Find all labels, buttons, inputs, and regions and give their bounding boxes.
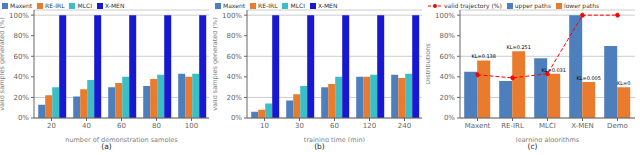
html-text:X-MEN: X-MEN [105, 2, 125, 9]
svg-text:X-MEN: X-MEN [571, 122, 594, 130]
svg-text:20%: 20% [439, 94, 455, 102]
html-text:MLCI: MLCI [77, 2, 92, 9]
svg-text:60%: 60% [439, 53, 455, 61]
svg-text:100: 100 [185, 122, 198, 130]
html-text:Maxent: Maxent [10, 2, 33, 9]
svg-text:Distributions: Distributions [426, 43, 432, 85]
svg-text:100%: 100% [222, 12, 242, 20]
html-text:Maxent: Maxent [223, 2, 246, 9]
svg-text:KL=0: KL=0 [617, 80, 630, 86]
svg-text:RE-IRL: RE-IRL [501, 122, 524, 130]
svg-text:240: 240 [398, 122, 411, 130]
html-text:X-MEN: X-MEN [318, 2, 338, 9]
svg-text:40%: 40% [13, 73, 29, 81]
html-text:(b): (b) [314, 142, 325, 151]
svg-text:valid samples generated (%): valid samples generated (%) [213, 17, 219, 111]
html-text:(c): (c) [527, 142, 538, 151]
svg-text:60%: 60% [13, 53, 29, 61]
svg-text:60: 60 [117, 122, 126, 130]
svg-text:20: 20 [47, 122, 56, 130]
svg-text:100%: 100% [435, 12, 455, 20]
svg-text:0%: 0% [18, 114, 29, 122]
svg-text:training time (min): training time (min) [304, 136, 365, 142]
svg-text:learning algorithms: learning algorithms [516, 136, 580, 142]
svg-text:Demo: Demo [607, 122, 628, 130]
svg-text:30: 30 [295, 122, 304, 130]
svg-text:KL=0.031: KL=0.031 [541, 67, 566, 73]
svg-text:0%: 0% [444, 114, 455, 122]
html-text:RE-IRL: RE-IRL [45, 2, 65, 9]
svg-text:80%: 80% [439, 32, 455, 40]
svg-text:80%: 80% [226, 32, 242, 40]
html-text:MLCI: MLCI [290, 2, 305, 9]
svg-text:40%: 40% [226, 73, 242, 81]
svg-text:40: 40 [82, 122, 91, 130]
html-text:valid trajectory (%): valid trajectory (%) [444, 2, 502, 9]
svg-text:120: 120 [363, 122, 376, 130]
svg-text:0%: 0% [231, 114, 242, 122]
html-text:RE-IRL: RE-IRL [258, 2, 278, 9]
svg-text:20%: 20% [13, 94, 29, 102]
svg-text:KL=0.138: KL=0.138 [471, 53, 496, 59]
svg-text:100%: 100% [9, 12, 29, 20]
svg-text:80%: 80% [13, 32, 29, 40]
svg-text:KL=0.005: KL=0.005 [576, 75, 601, 81]
svg-text:number of demonstration sample: number of demonstration samples [65, 136, 178, 142]
svg-text:10: 10 [260, 122, 269, 130]
svg-text:20%: 20% [226, 94, 242, 102]
svg-text:60%: 60% [226, 53, 242, 61]
svg-text:KL=0.251: KL=0.251 [506, 44, 531, 50]
svg-text:80: 80 [152, 122, 161, 130]
svg-text:60: 60 [330, 122, 339, 130]
svg-text:40%: 40% [439, 73, 455, 81]
svg-text:MLCI: MLCI [539, 122, 556, 130]
html-text:(a): (a) [101, 142, 112, 151]
svg-text:Maxent: Maxent [465, 122, 491, 130]
html-text:lower paths: lower paths [564, 2, 600, 9]
html-text:upper paths: upper paths [514, 2, 551, 9]
